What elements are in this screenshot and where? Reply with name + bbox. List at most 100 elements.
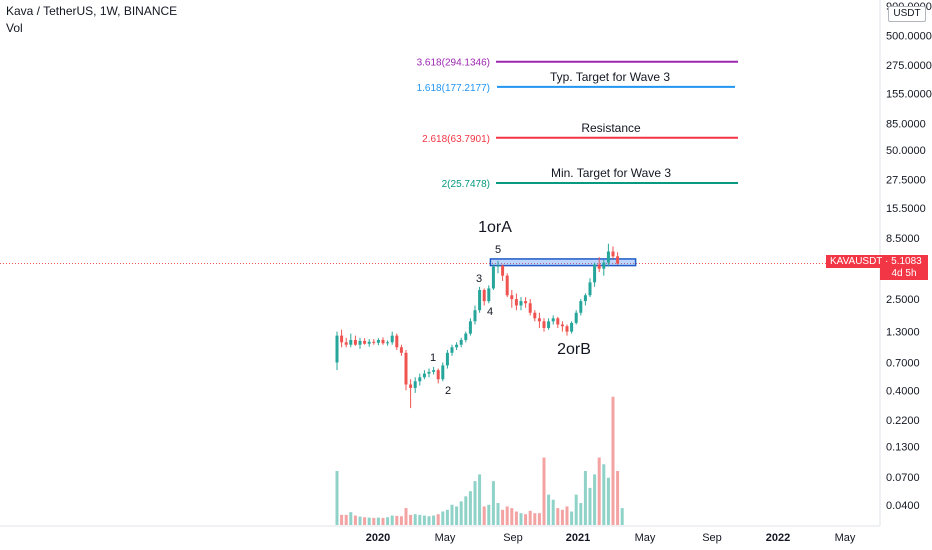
candle-body <box>432 370 436 372</box>
candle-body <box>349 339 353 345</box>
volume-bar <box>519 513 523 525</box>
volume-bar <box>349 512 353 525</box>
resistance-zone <box>489 258 637 267</box>
volume-bar <box>482 506 486 525</box>
candle-body <box>528 303 532 313</box>
candle-body <box>381 339 385 344</box>
candle-body <box>441 365 445 380</box>
wave-label: 3 <box>476 273 482 285</box>
wave-label: 5 <box>495 244 501 256</box>
candle-body <box>372 341 376 343</box>
volume-bar <box>353 515 357 525</box>
volume-bar <box>501 509 505 525</box>
volume-bar <box>422 515 426 525</box>
candle-body <box>579 301 583 313</box>
wave-label: 4 <box>487 306 493 318</box>
volume-bar <box>560 509 564 525</box>
candle-body <box>445 352 449 366</box>
volume-bar <box>537 513 541 525</box>
candle-body <box>602 262 606 269</box>
time-tick-label: May <box>435 532 456 544</box>
candle-body <box>606 251 610 263</box>
volume-bar <box>496 503 500 525</box>
candle-body <box>524 301 528 304</box>
time-tick-label: Sep <box>702 532 722 544</box>
volume-bars <box>335 396 624 525</box>
candle-body <box>363 340 367 344</box>
price-tick-label: 1.3000 <box>886 327 920 339</box>
volume-bar <box>542 457 546 525</box>
volume-bar <box>551 499 555 525</box>
candle-body <box>496 265 500 267</box>
volume-bar <box>432 515 436 525</box>
candle-body <box>468 321 472 334</box>
fib-levels: 3.618(294.1346) 1.618(177.2177) Typ. Targe… <box>417 58 738 190</box>
price-axis: 900.0000500.0000275.0000155.000085.00005… <box>879 0 932 526</box>
price-value: 5.1083 <box>891 256 922 267</box>
price-tick-label: 275.0000 <box>886 60 932 72</box>
candle-body <box>478 290 482 311</box>
candle-body <box>459 339 463 345</box>
volume-bar <box>478 474 482 525</box>
volume-bar <box>418 514 422 525</box>
candle-body <box>340 335 344 343</box>
candle-body <box>574 312 578 323</box>
fib-annotation: Resistance <box>581 121 641 135</box>
volume-bar <box>395 515 399 525</box>
candle-body <box>501 265 505 276</box>
fib-level-label: 1.618(177.2177) <box>417 83 490 94</box>
time-tick-label: May <box>635 532 656 544</box>
price-tick-label: 15.5000 <box>886 203 926 215</box>
volume-bar <box>533 513 537 525</box>
bar-countdown: 4d 5h <box>880 268 928 280</box>
candle-body <box>514 299 518 306</box>
candle-body <box>395 335 399 348</box>
volume-bar <box>574 494 578 525</box>
candle-body <box>399 347 403 353</box>
volume-bar <box>620 508 624 525</box>
candles <box>335 243 620 409</box>
candle-body <box>556 318 560 325</box>
volume-bar <box>413 514 417 525</box>
candle-body <box>436 370 440 380</box>
symbol-label: KAVAUSDT <box>830 256 883 267</box>
candle-body <box>464 333 468 340</box>
price-tick-label: 500.0000 <box>886 30 932 42</box>
volume-bar <box>404 508 408 525</box>
volume-bar <box>528 510 532 525</box>
time-tick-label: May <box>835 532 856 544</box>
candle-body <box>482 290 486 302</box>
candle-body <box>593 264 597 283</box>
fib-annotation: Typ. Target for Wave 3 <box>550 70 670 84</box>
currency-badge[interactable]: USDT <box>888 6 926 22</box>
volume-bar <box>363 517 367 525</box>
candle-body <box>386 342 390 344</box>
volume-bar <box>445 509 449 525</box>
chart-title: Kava / TetherUS, 1W, BINANCE <box>6 4 178 18</box>
price-tick-label: 0.0400 <box>886 500 920 512</box>
volume-bar <box>358 516 362 525</box>
candle-body <box>519 301 523 306</box>
time-tick-label: 2021 <box>566 532 590 544</box>
volume-bar <box>390 515 394 525</box>
volume-bar <box>367 517 371 525</box>
candle-body <box>455 344 459 348</box>
volume-bar <box>459 501 463 525</box>
volume-bar <box>579 503 583 525</box>
candle-body <box>422 373 426 378</box>
candle-body <box>611 251 615 257</box>
volume-bar <box>602 464 606 525</box>
price-tick-label: 27.5000 <box>886 175 926 187</box>
time-tick-label: Sep <box>503 532 523 544</box>
candle-body <box>358 340 362 345</box>
price-tick-label: 0.1300 <box>886 441 920 453</box>
volume-bar <box>344 514 348 525</box>
volume-bar <box>455 506 459 525</box>
candle-body <box>565 326 569 332</box>
candle-body <box>367 341 371 344</box>
volume-bar <box>597 457 601 525</box>
price-tick-label: 8.5000 <box>886 233 920 245</box>
volume-bar <box>399 516 403 525</box>
volume-indicator-label: Vol <box>6 21 23 35</box>
